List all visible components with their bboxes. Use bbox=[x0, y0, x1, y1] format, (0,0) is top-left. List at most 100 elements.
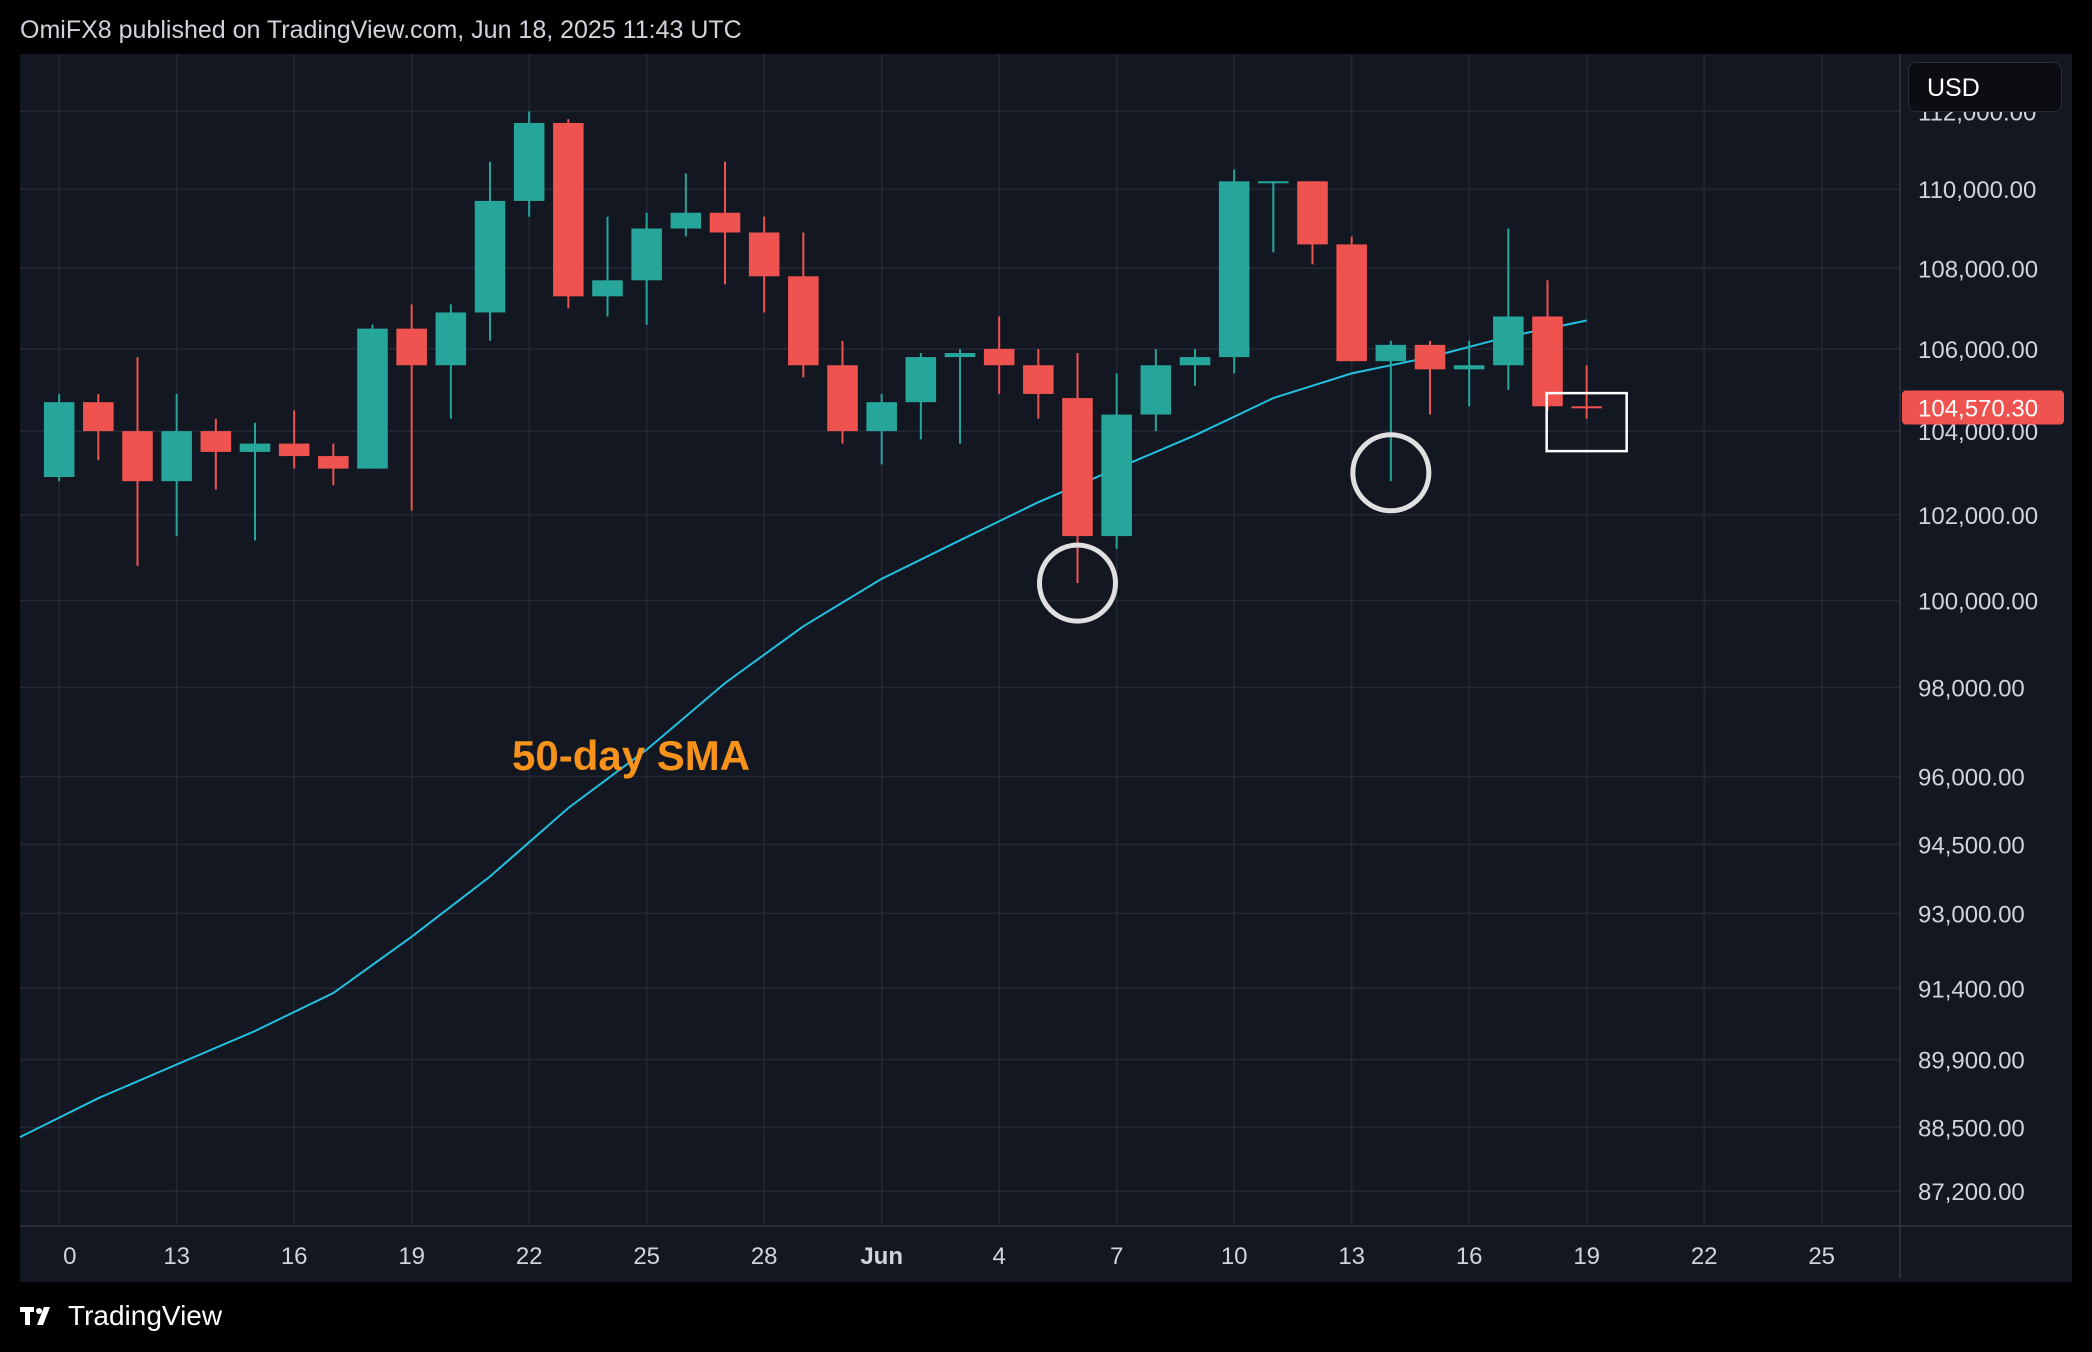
candle-body bbox=[866, 402, 897, 432]
candle[interactable] bbox=[827, 340, 858, 444]
candle-body bbox=[827, 365, 858, 432]
candle[interactable] bbox=[161, 393, 192, 537]
candle[interactable] bbox=[631, 212, 662, 325]
candle-body bbox=[1023, 365, 1054, 394]
candle-body bbox=[474, 200, 506, 313]
x-tick-label: 4 bbox=[992, 1243, 1005, 1270]
x-tick-label: 0 bbox=[63, 1243, 76, 1270]
candle[interactable] bbox=[1297, 181, 1328, 265]
highlight-circle bbox=[1350, 432, 1432, 514]
candle[interactable] bbox=[239, 422, 271, 541]
candle[interactable] bbox=[1258, 181, 1289, 253]
candle[interactable] bbox=[983, 316, 1015, 394]
sma50-line bbox=[19, 319, 1587, 1138]
candle-body bbox=[1218, 181, 1250, 358]
candle[interactable] bbox=[905, 353, 937, 440]
candle-body bbox=[1101, 414, 1132, 537]
candle[interactable] bbox=[318, 443, 349, 486]
footer-brand-label: TradingView bbox=[68, 1300, 223, 1331]
candle[interactable] bbox=[1179, 348, 1211, 386]
candle-body bbox=[1493, 316, 1524, 366]
candle[interactable] bbox=[474, 161, 506, 341]
candle-body bbox=[1532, 316, 1563, 407]
candle[interactable] bbox=[396, 304, 427, 511]
candle-body bbox=[1140, 365, 1172, 415]
candle-body bbox=[161, 431, 192, 482]
candle[interactable] bbox=[122, 357, 153, 566]
candle-body bbox=[1414, 344, 1446, 370]
candle-body bbox=[631, 228, 662, 281]
candle[interactable] bbox=[83, 393, 114, 461]
candle[interactable] bbox=[435, 304, 467, 419]
candle-body bbox=[513, 122, 545, 201]
candle-body bbox=[1571, 406, 1602, 409]
published-by-text: OmiFX8 published on TradingView.com, Jun… bbox=[20, 16, 742, 44]
candle[interactable] bbox=[1140, 348, 1172, 432]
y-tick-label: 93,000.00 bbox=[1918, 901, 2025, 928]
x-tick-label: 13 bbox=[1338, 1243, 1365, 1270]
candle[interactable] bbox=[1336, 236, 1367, 362]
candle-body bbox=[553, 122, 584, 297]
y-tick-label: 102,000.00 bbox=[1918, 503, 2038, 530]
candle-body bbox=[592, 280, 623, 297]
y-tick-label: 110,000.00 bbox=[1918, 177, 2036, 204]
candles-layer bbox=[43, 111, 1602, 584]
x-tick-label: 22 bbox=[1691, 1243, 1718, 1270]
price-axis: 112,000.00110,000.00108,000.00106,000.00… bbox=[1902, 99, 2064, 1206]
candle[interactable] bbox=[200, 418, 232, 490]
candle-body bbox=[983, 348, 1015, 366]
x-tick-label: 10 bbox=[1221, 1243, 1248, 1270]
candle-body bbox=[944, 353, 976, 358]
chart-grid bbox=[20, 54, 2072, 1278]
currency-selector[interactable]: USD bbox=[1908, 62, 2062, 112]
x-tick-label: 16 bbox=[1456, 1243, 1483, 1270]
candle-body bbox=[709, 212, 741, 233]
candle[interactable] bbox=[1218, 169, 1250, 374]
candle[interactable] bbox=[1453, 340, 1485, 407]
footer-brand: TradingView bbox=[20, 1296, 222, 1336]
x-tick-label: 13 bbox=[163, 1243, 190, 1270]
candle[interactable] bbox=[43, 393, 75, 482]
x-tick-label: 28 bbox=[751, 1243, 778, 1270]
candle[interactable] bbox=[592, 216, 623, 317]
y-tick-label: 88,500.00 bbox=[1918, 1115, 2025, 1142]
candle[interactable] bbox=[670, 173, 702, 237]
chart-panel[interactable] bbox=[20, 54, 2072, 1282]
tradingview-logo-icon bbox=[20, 1307, 50, 1325]
candle[interactable] bbox=[709, 161, 741, 285]
candle[interactable] bbox=[1414, 340, 1446, 415]
candle[interactable] bbox=[1375, 340, 1407, 482]
candle[interactable] bbox=[944, 348, 976, 444]
candle[interactable] bbox=[1532, 280, 1563, 411]
y-tick-label: 108,000.00 bbox=[1918, 256, 2038, 283]
y-tick-label: 94,500.00 bbox=[1918, 832, 2025, 859]
y-tick-label: 98,000.00 bbox=[1918, 675, 2025, 702]
candle-body bbox=[43, 402, 75, 477]
candle[interactable] bbox=[1023, 348, 1054, 419]
y-tick-label: 96,000.00 bbox=[1918, 764, 2025, 791]
y-tick-label: 89,900.00 bbox=[1918, 1048, 2025, 1075]
candle[interactable] bbox=[357, 324, 388, 469]
y-tick-label: 100,000.00 bbox=[1918, 588, 2038, 615]
candle[interactable] bbox=[553, 119, 584, 309]
x-tick-label: 19 bbox=[398, 1243, 425, 1270]
candle-body bbox=[1062, 398, 1093, 537]
candle-body bbox=[788, 276, 819, 366]
x-tick-label: 16 bbox=[281, 1243, 308, 1270]
candle-body bbox=[435, 312, 467, 366]
candle[interactable] bbox=[1493, 228, 1524, 390]
candle[interactable] bbox=[748, 216, 780, 313]
candle[interactable] bbox=[866, 393, 897, 465]
candle[interactable] bbox=[1101, 373, 1132, 549]
candle-body bbox=[396, 328, 427, 366]
candle[interactable] bbox=[513, 111, 545, 217]
candle-body bbox=[83, 402, 114, 432]
candle[interactable] bbox=[278, 410, 310, 469]
candle-body bbox=[239, 443, 271, 452]
x-tick-label: Jun bbox=[860, 1243, 903, 1270]
candle-body bbox=[1179, 357, 1211, 366]
x-tick-label: 25 bbox=[1808, 1243, 1835, 1270]
candle[interactable] bbox=[1062, 353, 1093, 584]
candle[interactable] bbox=[788, 232, 819, 378]
